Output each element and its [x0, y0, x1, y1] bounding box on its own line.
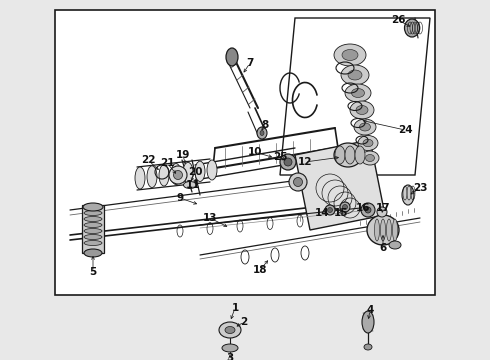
Text: 4: 4 [367, 305, 374, 315]
Text: 2: 2 [241, 317, 247, 327]
Ellipse shape [363, 139, 373, 147]
Ellipse shape [327, 207, 333, 212]
Ellipse shape [374, 219, 379, 241]
Ellipse shape [284, 158, 292, 166]
Ellipse shape [226, 48, 238, 66]
Ellipse shape [147, 166, 157, 188]
Ellipse shape [257, 127, 267, 139]
Text: 6: 6 [379, 243, 387, 253]
Ellipse shape [350, 101, 374, 119]
Ellipse shape [358, 135, 378, 150]
Ellipse shape [84, 234, 102, 239]
Text: 13: 13 [203, 213, 217, 223]
Text: 9: 9 [176, 193, 184, 203]
Ellipse shape [195, 161, 205, 181]
Ellipse shape [334, 44, 366, 66]
Ellipse shape [325, 205, 335, 215]
Text: 20: 20 [188, 167, 202, 177]
Ellipse shape [222, 344, 238, 352]
Ellipse shape [345, 146, 355, 164]
Ellipse shape [351, 89, 365, 98]
Ellipse shape [173, 171, 182, 180]
Ellipse shape [280, 154, 296, 170]
Ellipse shape [355, 146, 365, 164]
Ellipse shape [207, 160, 217, 180]
Ellipse shape [135, 167, 145, 189]
Ellipse shape [169, 166, 187, 184]
Ellipse shape [84, 222, 102, 228]
Polygon shape [295, 140, 385, 230]
Ellipse shape [348, 70, 362, 80]
Ellipse shape [340, 202, 350, 212]
Text: 16: 16 [356, 203, 370, 213]
Ellipse shape [361, 203, 375, 217]
Ellipse shape [360, 123, 370, 131]
Text: 17: 17 [376, 203, 391, 213]
Text: 11: 11 [186, 180, 200, 190]
Ellipse shape [387, 219, 392, 241]
Ellipse shape [377, 207, 387, 217]
Ellipse shape [84, 211, 102, 216]
Text: 23: 23 [413, 183, 427, 193]
Ellipse shape [159, 165, 169, 186]
Ellipse shape [392, 219, 397, 241]
Bar [82, 205, 104, 253]
Ellipse shape [225, 327, 235, 333]
Ellipse shape [294, 177, 302, 186]
Ellipse shape [402, 185, 414, 205]
Text: 26: 26 [391, 15, 405, 25]
Ellipse shape [260, 130, 264, 135]
Ellipse shape [289, 173, 307, 191]
Text: 7: 7 [246, 58, 254, 68]
Ellipse shape [84, 216, 102, 221]
Ellipse shape [354, 119, 376, 135]
Ellipse shape [183, 181, 196, 189]
Ellipse shape [335, 146, 345, 164]
Text: 19: 19 [176, 150, 190, 160]
Text: 14: 14 [315, 208, 329, 218]
Ellipse shape [356, 105, 368, 114]
Text: 22: 22 [141, 155, 155, 165]
Ellipse shape [84, 229, 102, 234]
Text: 25: 25 [273, 152, 287, 162]
Ellipse shape [343, 204, 347, 210]
Bar [55, 10, 435, 295]
Ellipse shape [342, 49, 358, 60]
Ellipse shape [364, 344, 372, 350]
Ellipse shape [362, 311, 374, 333]
Text: 3: 3 [226, 353, 234, 360]
Ellipse shape [361, 151, 379, 165]
Text: 12: 12 [298, 157, 312, 167]
Ellipse shape [345, 84, 371, 102]
Text: 15: 15 [334, 208, 348, 218]
Text: 8: 8 [261, 120, 269, 130]
Ellipse shape [365, 207, 371, 213]
Text: 18: 18 [253, 265, 267, 275]
Ellipse shape [405, 19, 419, 37]
Polygon shape [280, 18, 430, 175]
Ellipse shape [183, 162, 193, 183]
Ellipse shape [219, 322, 241, 338]
Ellipse shape [84, 249, 102, 257]
Text: 10: 10 [248, 147, 262, 157]
Ellipse shape [171, 163, 181, 184]
Ellipse shape [84, 240, 102, 246]
Text: 21: 21 [160, 158, 174, 168]
Text: 5: 5 [89, 267, 97, 277]
Ellipse shape [366, 154, 374, 162]
Ellipse shape [334, 143, 362, 167]
Text: 1: 1 [231, 303, 239, 313]
Ellipse shape [341, 65, 369, 85]
Ellipse shape [367, 215, 399, 245]
Ellipse shape [389, 241, 401, 249]
Ellipse shape [381, 219, 386, 241]
Text: 24: 24 [398, 125, 412, 135]
Ellipse shape [83, 203, 103, 211]
